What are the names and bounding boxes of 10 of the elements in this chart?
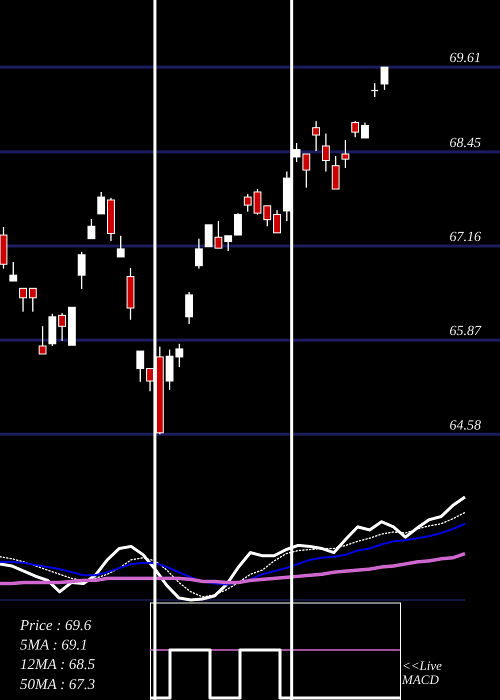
y-tick-label: 64.58 <box>450 418 481 434</box>
text: <<Live MACD <box>401 658 442 687</box>
y-tick-label: 68.45 <box>450 136 481 151</box>
text: 5MA : 69.1 <box>20 638 88 654</box>
y-tick-label: 67.16 <box>450 230 481 245</box>
text: 50MA : 67.3 <box>20 676 96 693</box>
y-tick-label: 69.61 <box>450 51 481 66</box>
y-tick-label: 65.87 <box>450 324 482 340</box>
text: 12MA : 68.5 <box>20 657 96 674</box>
text: Price : 69.6 <box>19 618 92 634</box>
